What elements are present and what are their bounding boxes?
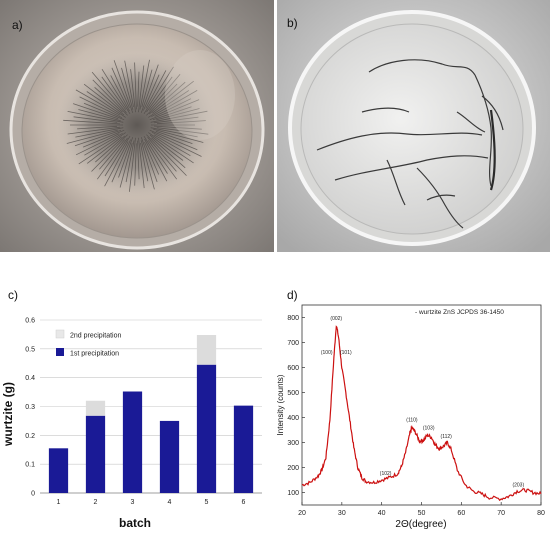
x-tick-label: 20 xyxy=(298,510,306,517)
bar-1st-precipitation xyxy=(233,405,254,493)
y-tick-label: 200 xyxy=(287,465,299,472)
photo-panel-b: b) xyxy=(277,0,550,252)
y-tick-label: 800 xyxy=(287,315,299,322)
y-tick-label: 500 xyxy=(287,390,299,397)
bar-chart-wurtzite: 0 0.1 0.2 0.3 0.4 0.5 0.6 1 2 3 4 5 6 2nd precipita… xyxy=(1,318,262,530)
peak-annotation: (002) xyxy=(330,316,342,322)
peak-annotation: (100) xyxy=(321,350,333,356)
petri-dish-photo-b xyxy=(277,0,550,252)
xrd-series-line xyxy=(301,325,542,502)
x-tick-label: 5 xyxy=(205,499,209,506)
peak-annotation: (110) xyxy=(406,417,418,423)
bar-2nd-precipitation xyxy=(85,400,106,416)
x-tick-label: 40 xyxy=(378,510,386,517)
legend-label-2nd: 2nd precipitation xyxy=(70,333,121,340)
y-tick-label: 0 xyxy=(31,491,35,498)
y-axis-label: Intensity (counts) xyxy=(276,374,285,435)
x-tick-label: 60 xyxy=(457,510,465,517)
y-tick-label: 0.5 xyxy=(25,346,35,353)
reference-legend: - wurtzite ZnS JCPDS 36-1450 xyxy=(415,309,504,316)
bar-1st-precipitation xyxy=(85,415,106,493)
y-tick-label: 100 xyxy=(287,490,299,497)
x-tick-label: 6 xyxy=(242,499,246,506)
x-tick-label: 1 xyxy=(57,499,61,506)
peak-annotation: (112) xyxy=(441,434,453,440)
x-tick-label: 70 xyxy=(497,510,505,517)
y-tick-label: 400 xyxy=(287,415,299,422)
petri-dish-photo-a xyxy=(0,0,274,252)
bar-1st-precipitation xyxy=(122,391,143,493)
legend-swatch-1st xyxy=(56,348,64,356)
peak-annotation: (103) xyxy=(423,426,435,432)
panel-label-a: a) xyxy=(12,18,23,32)
y-tick-label: 0.3 xyxy=(25,404,35,411)
y-tick-label: 700 xyxy=(287,340,299,347)
x-tick-label: 50 xyxy=(418,510,426,517)
x-tick-label: 30 xyxy=(338,510,346,517)
x-axis-label: 2Θ(degree) xyxy=(395,519,446,530)
legend-label-1st: 1st precipitation xyxy=(70,351,119,358)
bar-2nd-precipitation xyxy=(196,334,217,365)
legend-swatch-2nd xyxy=(55,329,65,339)
x-axis-label: batch xyxy=(119,516,151,530)
chart-panel-d: d) 100 200 300 400 500 600 700 800 20 30 40 50 60 70… xyxy=(275,280,550,532)
y-tick-label: 0.6 xyxy=(25,318,35,325)
y-tick-label: 300 xyxy=(287,440,299,447)
photo-panel-a: a) xyxy=(0,0,274,252)
chart-panel-c: c) 0 0.1 0.2 0.3 0.4 0.5 0.6 1 2 3 4 5 6 2nd precip… xyxy=(0,280,275,532)
peak-annotation: (203) xyxy=(512,482,524,488)
panel-label-d: d) xyxy=(287,288,298,302)
y-tick-label: 600 xyxy=(287,365,299,372)
y-axis-label: wurtzite (g) xyxy=(1,382,15,447)
peak-annotation: (101) xyxy=(340,350,352,356)
y-tick-label: 0.4 xyxy=(25,375,35,382)
peak-annotation: (102) xyxy=(380,471,392,477)
y-tick-label: 0.1 xyxy=(25,462,35,469)
bar-1st-precipitation xyxy=(196,364,217,493)
panel-label-c: c) xyxy=(8,288,18,302)
x-tick-label: 2 xyxy=(94,499,98,506)
x-tick-label: 80 xyxy=(537,510,545,517)
x-tick-label: 3 xyxy=(131,499,135,506)
panel-label-b: b) xyxy=(287,16,298,30)
bar-1st-precipitation xyxy=(159,420,180,493)
x-tick-label: 4 xyxy=(168,499,172,506)
crack-lines xyxy=(316,59,504,229)
bar-1st-precipitation xyxy=(48,448,69,493)
y-tick-label: 0.2 xyxy=(25,433,35,440)
